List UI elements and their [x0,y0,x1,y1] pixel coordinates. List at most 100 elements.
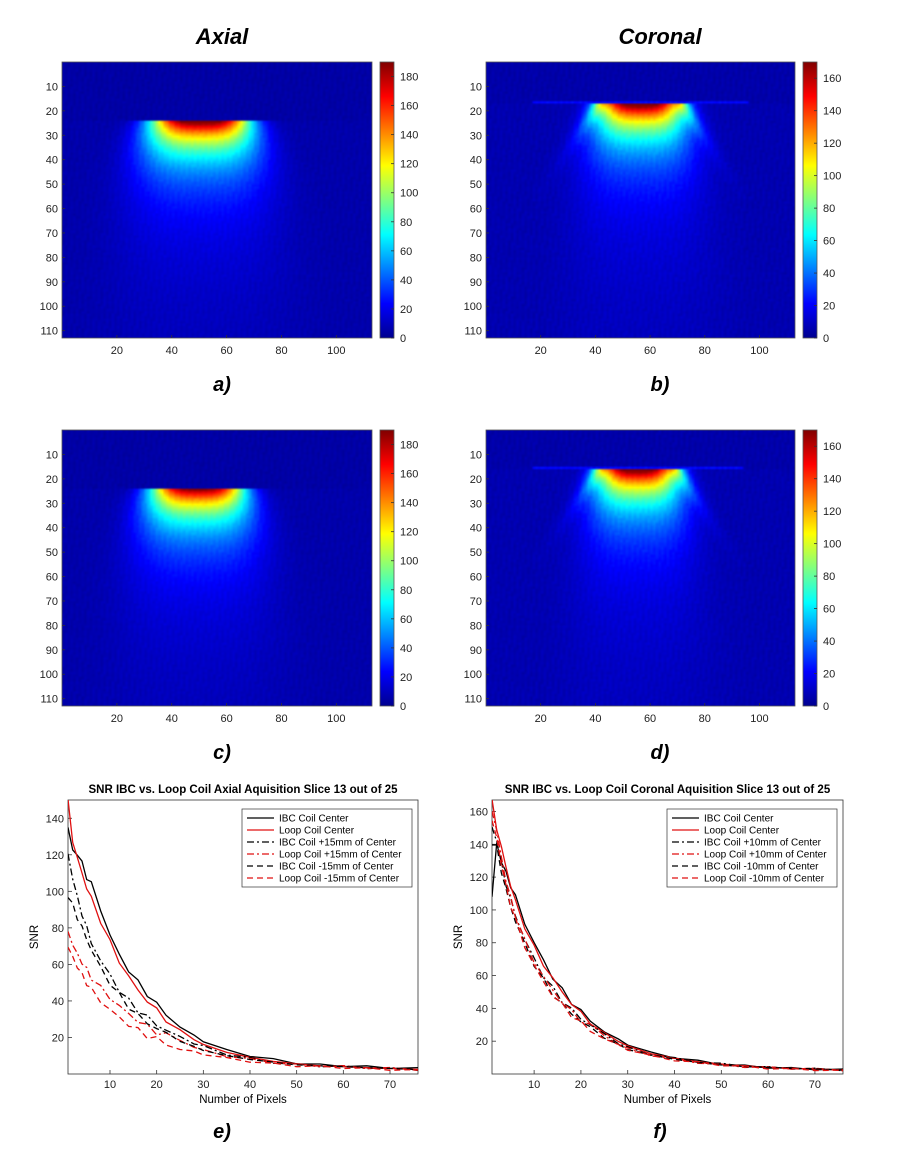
heatmap-ytick-label: 90 [470,277,482,289]
heatmap-ytick-label: 100 [40,669,58,681]
ytick-label: 60 [52,959,64,971]
heatmap-ytick-label: 10 [470,449,482,461]
colorbar [802,61,818,339]
series-line-2 [492,800,843,1071]
heatmap-ytick-label: 10 [46,449,58,461]
colorbar-tick-label: 100 [400,188,418,200]
colorbar-tick-label: 120 [400,527,418,539]
heatmap-ytick-label: 80 [46,252,58,264]
xtick-label: 20 [151,1079,163,1091]
legend-entry: Loop Coil +10mm of Center [704,850,827,861]
heatmap-xtick-label: 20 [111,713,123,725]
colorbar-tick-label: 20 [823,301,835,313]
colorbar-tick-label: 120 [823,506,841,518]
heatmap-panel-d: 10 20 30 40 50 60 70 80 90 100 110 20 40 60 80 100 0 20 40… [464,429,841,725]
heatmap-xtick-label: 60 [220,713,232,725]
heatmap-xtick-label: 100 [750,713,768,725]
colorbar-tick-label: 160 [400,469,418,481]
series-line-4 [492,811,843,1072]
xtick-label: 70 [809,1079,821,1091]
heatmap-ytick-label: 20 [46,474,58,486]
ytick-label: 80 [52,923,64,935]
colorbar-tick-label: 100 [823,539,841,551]
colorbar-tick-label: 140 [823,474,841,486]
colorbar-tick-label: 160 [823,73,841,85]
colorbar-tick-label: 100 [400,556,418,568]
legend-box [666,808,838,888]
colorbar-tick-label: 20 [400,672,412,684]
xtick-label: 40 [668,1079,680,1091]
ytick-label: 80 [476,938,488,950]
legend-entry: Loop Coil -15mm of Center [279,874,400,885]
heatmap-panel-c: 10 20 30 40 50 60 70 80 90 100 110 20 40 60 80 100 0 20 40… [40,429,418,725]
heatmap-xtick-label: 40 [166,345,178,357]
heatmap-ytick-label: 40 [46,155,58,167]
xtick-label: 70 [384,1079,396,1091]
colorbar [802,429,818,707]
heatmap-ytick-label: 70 [46,596,58,608]
colorbar-tick-label: 40 [400,275,412,287]
heatmap-ytick-label: 40 [470,155,482,167]
panel-label-f: f) [653,1121,667,1143]
colorbar-tick-label: 40 [400,643,412,655]
heatmap-xtick-label: 40 [589,345,601,357]
heatmap-ytick-label: 20 [46,106,58,118]
heatmap-ytick-label: 100 [40,301,58,313]
ytick-label: 20 [476,1036,488,1048]
heatmap-frame [61,61,373,339]
heatmap-xtick-label: 80 [275,345,287,357]
series-lines [492,800,843,1072]
heatmap-ytick-label: 110 [40,326,58,338]
line-chart-axial: SNR IBC vs. Loop Coil Axial Aquisition S… [29,784,419,1106]
heatmap-image [62,430,372,706]
heatmap-ytick-label: 80 [470,620,482,632]
colorbar-tick-label: 60 [823,604,835,616]
panel-label-e: e) [213,1121,231,1143]
colorbar-tick-label: 60 [400,246,412,258]
panel-label-a: a) [213,374,231,396]
legend-entry: IBC Coil +10mm of Center [704,838,822,849]
heatmap-ytick-label: 80 [470,252,482,264]
colorbar-tick-label: 180 [400,440,418,452]
colorbar-tick-label: 40 [823,268,835,280]
colorbar-tick-label: 140 [400,498,418,510]
chart-title: SNR IBC vs. Loop Coil Coronal Aquisition… [505,784,831,796]
heatmap-ytick-label: 90 [470,645,482,657]
colorbar-tick-label: 0 [823,701,829,713]
colorbar-tick-label: 80 [400,585,412,597]
heatmap-ytick-label: 30 [470,130,482,142]
xtick-label: 20 [575,1079,587,1091]
series-line-1 [68,827,418,1070]
line-chart-coronal: SNR IBC vs. Loop Coil Coronal Aquisition… [453,784,844,1106]
xtick-label: 60 [762,1079,774,1091]
colorbar-tick-label: 160 [823,441,841,453]
colorbar-tick-label: 20 [823,669,835,681]
colorbar-tick-label: 0 [400,701,406,713]
colorbar-tick-label: 80 [400,217,412,229]
heatmap-ytick-label: 60 [470,204,482,216]
heatmap-xtick-label: 20 [535,345,547,357]
heatmap-ytick-label: 10 [470,81,482,93]
colorbar-tick-label: 120 [400,159,418,171]
heatmap-xtick-label: 100 [750,345,768,357]
heatmap-ytick-label: 50 [46,547,58,559]
heatmap-ytick-label: 80 [46,620,58,632]
heatmap-panel-a: 10 20 30 40 50 60 70 80 90 100 110 20 40 60 80 100 0 20 40… [40,61,418,357]
ytick-label: 100 [46,886,64,898]
ytick-label: 40 [52,996,64,1008]
xtick-label: 30 [197,1079,209,1091]
colorbar-tick-label: 140 [400,130,418,142]
colorbar-tick-label: 60 [400,614,412,626]
xtick-label: 50 [715,1079,727,1091]
heatmap-xtick-label: 40 [589,713,601,725]
heatmap-ytick-label: 40 [470,523,482,535]
colorbar-tick-label: 0 [400,333,406,345]
heatmap-ytick-label: 70 [46,228,58,240]
ytick-label: 140 [46,813,64,825]
heatmap-xtick-label: 80 [275,713,287,725]
ytick-label: 120 [470,872,488,884]
legend-entry: Loop Coil Center [279,826,355,837]
heatmap-image [486,62,795,338]
heatmap-ytick-label: 70 [470,596,482,608]
